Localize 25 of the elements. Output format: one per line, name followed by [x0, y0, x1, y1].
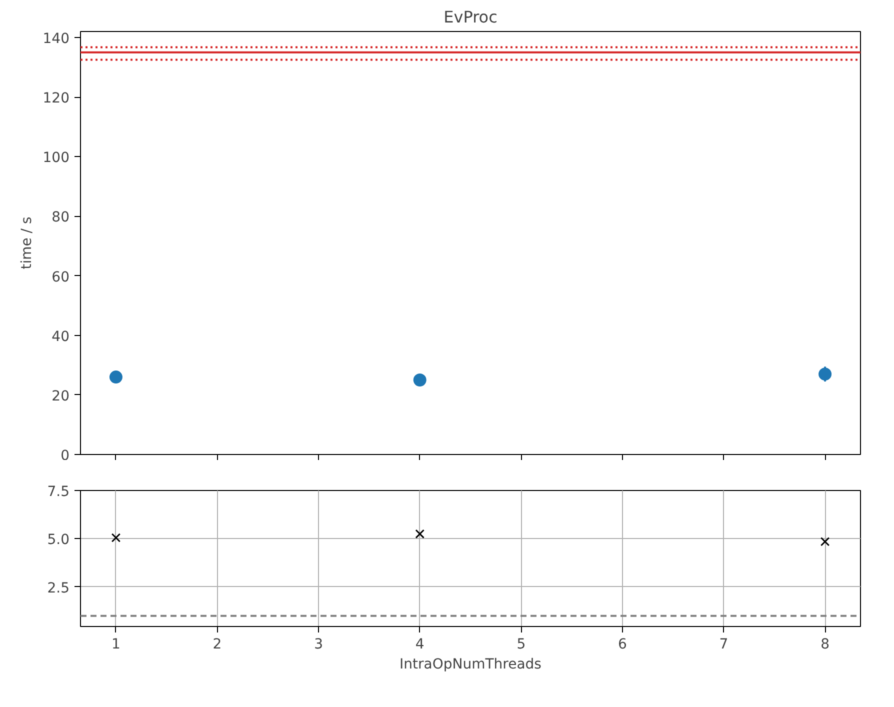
y-tick-label: 5.0: [47, 532, 70, 548]
x-tick-label: 5: [516, 636, 526, 652]
chart-title: EvProc: [444, 8, 498, 26]
x-tick-label: 7: [719, 636, 728, 652]
x-tick-label: 1: [112, 636, 120, 652]
y-tick-label: 0: [60, 448, 70, 464]
y-tick-label: 80: [52, 210, 70, 226]
point: [111, 533, 121, 542]
y-tick-label: 100: [42, 150, 70, 166]
y-tick-label: 120: [42, 90, 70, 107]
y-tick-label: 40: [52, 328, 70, 345]
x-tick-label: 8: [820, 636, 830, 652]
y-tick-label: 2.5: [47, 580, 70, 596]
x-axis-title: IntraOpNumThreads: [400, 656, 542, 672]
x-tick-label: 6: [618, 636, 627, 652]
x-tick-label: 4: [415, 636, 424, 652]
y-tick-label: 140: [42, 30, 70, 47]
y-tick-label: 7.5: [47, 484, 70, 500]
x-tick-label: 2: [212, 636, 222, 652]
point: [415, 529, 424, 539]
y-axis-title: time / s: [18, 216, 35, 270]
y-tick-label: 60: [52, 269, 70, 286]
y-tick-label: 20: [52, 388, 70, 404]
point: [820, 536, 830, 546]
x-tick-label: 3: [314, 636, 324, 652]
